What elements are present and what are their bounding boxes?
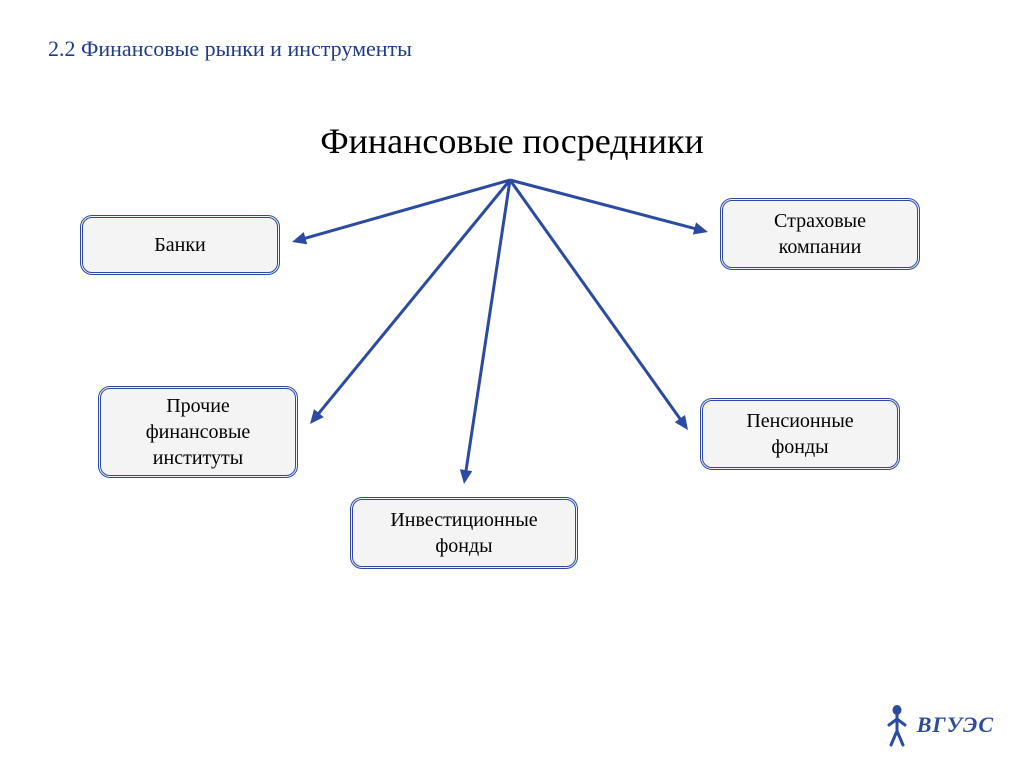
node-insurance: Страховыекомпании <box>720 198 920 270</box>
logo-text: ВГУЭС <box>917 712 994 738</box>
logo: ВГУЭС <box>883 703 994 747</box>
main-title: Финансовые посредники <box>0 120 1024 162</box>
node-pension: Пенсионныефонды <box>700 398 900 470</box>
section-title: 2.2 Финансовые рынки и инструменты <box>48 36 412 62</box>
arrows-layer <box>0 0 1024 767</box>
logo-figure-icon <box>883 703 911 747</box>
node-investment: Инвестиционныефонды <box>350 497 578 569</box>
node-other: Прочиефинансовыеинституты <box>98 386 298 478</box>
node-banks: Банки <box>80 215 280 275</box>
